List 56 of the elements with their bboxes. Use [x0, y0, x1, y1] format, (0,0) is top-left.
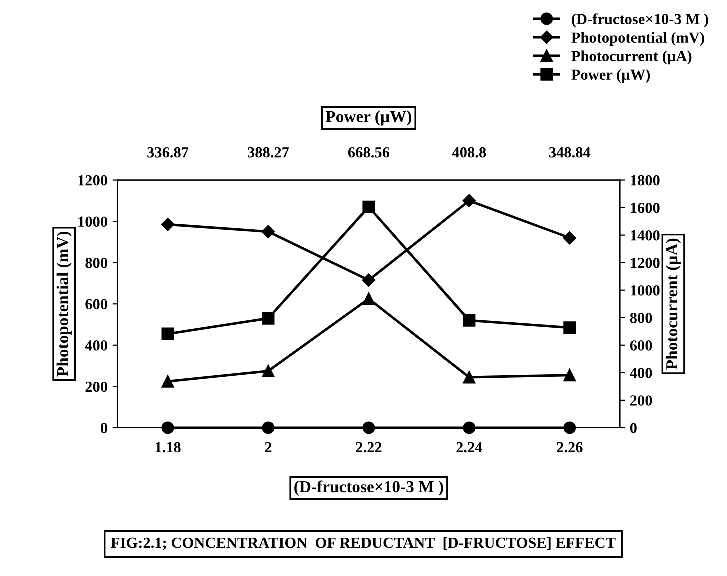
point [564, 322, 576, 334]
y2-tick-label: 200 [630, 396, 652, 406]
text: 348.84 [549, 147, 591, 158]
point [362, 274, 376, 287]
y-tick-label: 0 [100, 423, 108, 434]
point [262, 225, 276, 238]
y-tick-label: 600 [86, 299, 108, 310]
text: 408.8 [452, 147, 486, 158]
x-tick-label: 1.18 [156, 442, 181, 453]
point [161, 218, 175, 232]
y-axis-title: Photopotential (mV) [56, 232, 72, 377]
x-axis-title: (D-fructose×10-3 M ) [294, 480, 444, 496]
y2-tick-label: 800 [630, 313, 652, 324]
y-tick-label: 400 [85, 340, 108, 351]
x-tick-label: 2.24 [456, 442, 483, 453]
y-tick-label: 200 [86, 382, 108, 392]
point [162, 375, 174, 388]
text: 668.56 [348, 147, 390, 158]
point [462, 194, 476, 208]
point [262, 312, 275, 325]
point [564, 369, 576, 382]
legend-label: Photopotential (mV) [572, 32, 704, 46]
legend-label: Power (µW) [572, 69, 650, 84]
x-tick-label: 2 [265, 442, 272, 452]
point [563, 231, 576, 245]
text: 336.87 [148, 147, 189, 158]
point [162, 328, 174, 340]
point [162, 422, 174, 434]
y2-tick-label: 400 [630, 368, 652, 378]
y2-tick-label: 1800 [631, 175, 660, 186]
x-tick-label: 2.22 [356, 442, 382, 453]
point [463, 371, 476, 384]
point [262, 365, 275, 378]
y2-axis-title: Photocurrent (µA) [666, 238, 682, 370]
text: 388.27 [248, 147, 290, 158]
y2-tick-label: 1400 [631, 230, 660, 241]
text: FIG:2.1; CONCENTRATION OF REDUCTANT [D-FRUCTOSE] EFFECT [111, 537, 616, 550]
x2-axis-title: Power (µW) [326, 110, 412, 126]
y2-tick-label: 1600 [631, 202, 660, 214]
point [362, 292, 376, 306]
point [362, 200, 376, 214]
y2-tick-label: 1200 [631, 258, 660, 268]
x-tick-label: 2.26 [557, 442, 583, 453]
y-tick-label: 1000 [78, 216, 108, 228]
point [463, 314, 476, 327]
point [463, 422, 476, 434]
point [564, 422, 576, 434]
point [262, 422, 275, 434]
y-tick-label: 800 [86, 258, 108, 268]
y2-tick-label: 1000 [631, 286, 660, 296]
y2-tick-label: 600 [630, 340, 652, 351]
point [362, 422, 376, 434]
y2-tick-label: 0 [630, 423, 637, 434]
legend-label: Photocurrent (µA) [572, 50, 692, 65]
legend-label: (D-fructose×10-3 M ) [572, 14, 708, 28]
y-tick-label: 1200 [78, 175, 108, 186]
